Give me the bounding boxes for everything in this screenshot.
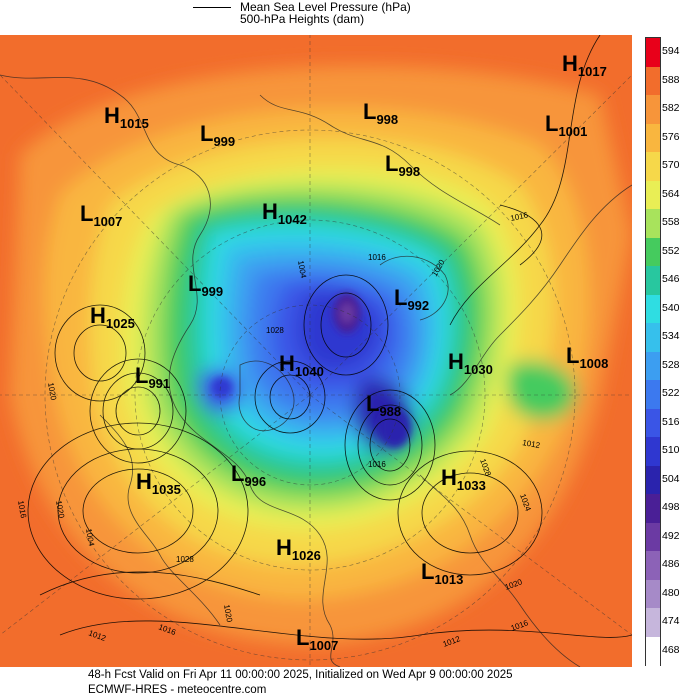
colorbar-cell xyxy=(646,180,660,210)
colorbar-label: 546 xyxy=(662,273,680,286)
colorbar-cell xyxy=(646,636,660,666)
pressure-center: L998 xyxy=(385,151,420,179)
colorbar-label: 480 xyxy=(662,586,680,599)
colorbar-label: 516 xyxy=(662,415,680,428)
pressure-center: L1008 xyxy=(566,343,608,371)
colorbar-cell xyxy=(646,95,660,124)
colorbar-cell xyxy=(646,209,660,238)
colorbar-cell xyxy=(646,579,660,609)
isobar-label: 1016 xyxy=(368,460,386,469)
weather-map: 1016 1016 1004 1020 1028 1020 1020 1028 … xyxy=(0,35,632,667)
legend-mslp-label: Mean Sea Level Pressure (hPa) xyxy=(240,0,411,14)
pressure-center: L1007 xyxy=(80,201,122,229)
pressure-center: H1025 xyxy=(90,303,135,331)
isobar-label: 1016 xyxy=(16,500,28,520)
colorbar-cell xyxy=(646,323,660,352)
colorbar-cell xyxy=(646,551,660,580)
colorbar-label: 558 xyxy=(662,216,680,229)
colorbar-cell xyxy=(646,351,660,381)
colorbar-label: 498 xyxy=(662,501,680,514)
pressure-center: H1042 xyxy=(262,199,307,227)
colorbar-cell xyxy=(646,437,660,466)
pressure-center: L998 xyxy=(363,99,398,127)
isobar-label: 1004 xyxy=(84,528,96,548)
isobars xyxy=(27,35,632,640)
colorbar-cell xyxy=(646,494,660,523)
isobar-label: 1016 xyxy=(368,253,386,262)
colorbar-cell xyxy=(646,522,660,552)
colorbar-label: 486 xyxy=(662,558,680,571)
pressure-center: L996 xyxy=(231,461,266,489)
pressure-centers: H1017 H1015 L999 L998 L1001 L998 L1007 H… xyxy=(80,51,608,653)
pressure-center: H1030 xyxy=(448,349,493,377)
colorbar-label: 534 xyxy=(662,330,680,343)
colorbar-cell xyxy=(646,408,660,438)
isobar-label: 1020 xyxy=(46,382,58,402)
colorbar-label: 576 xyxy=(662,130,680,143)
isobar-label: 1020 xyxy=(222,604,234,624)
pressure-center: H1017 xyxy=(562,51,607,79)
colorbar-label: 504 xyxy=(662,472,680,485)
colorbar-label: 594 xyxy=(662,45,680,58)
colorbar-label: 528 xyxy=(662,358,680,371)
colorbar-label: 522 xyxy=(662,387,680,400)
colorbar-label: 552 xyxy=(662,244,680,257)
pressure-center: L999 xyxy=(188,271,223,299)
colorbar-cell xyxy=(646,294,660,324)
legend-heights-label: 500-hPa Heights (dam) xyxy=(240,12,365,26)
colorbar-label: 564 xyxy=(662,187,680,200)
colorbar-cell xyxy=(646,38,660,67)
isobar-label: 1012 xyxy=(522,438,542,450)
colorbar-cell xyxy=(646,266,660,295)
isobar-label: 1028 xyxy=(266,326,284,335)
graticule xyxy=(0,35,632,667)
source-credit: ECMWF-HRES - meteocentre.com xyxy=(88,684,267,696)
pressure-center: L1013 xyxy=(421,559,463,587)
pressure-center: H1035 xyxy=(136,469,181,497)
forecast-valid-line: 48-h Fcst Valid on Fri Apr 11 00:00:00 2… xyxy=(88,669,513,681)
colorbar-cell xyxy=(646,123,660,153)
colorbar-cell xyxy=(646,237,660,267)
isobar-label: 1020 xyxy=(54,500,66,520)
mslp-line-swatch xyxy=(193,7,231,8)
pressure-center: L999 xyxy=(200,121,235,149)
colorbar-label: 474 xyxy=(662,615,680,628)
map-header: Mean Sea Level Pressure (hPa) 500-hPa He… xyxy=(0,0,681,34)
colorbar-label: 468 xyxy=(662,643,680,656)
colorbar-cell xyxy=(646,152,660,181)
pressure-center: L988 xyxy=(366,391,401,419)
pressure-center: L992 xyxy=(394,285,429,313)
map-canvas: 1016 1016 1004 1020 1028 1020 1020 1028 … xyxy=(0,35,632,667)
colorbar-label: 588 xyxy=(662,73,680,86)
colorbar-cell xyxy=(646,66,660,96)
colorbar-label: 540 xyxy=(662,301,680,314)
colorbar-label: 582 xyxy=(662,102,680,115)
pressure-center: L1007 xyxy=(296,625,338,653)
coastlines xyxy=(0,74,632,667)
colorbar-cell xyxy=(646,465,660,495)
isobar-label: 1004 xyxy=(296,260,308,280)
height-colorbar xyxy=(645,37,661,666)
isobar-label: 1028 xyxy=(176,555,194,564)
colorbar-cell xyxy=(646,608,660,637)
pressure-center: L1001 xyxy=(545,111,587,139)
pressure-center: L991 xyxy=(135,363,170,391)
pressure-center: H1026 xyxy=(276,535,321,563)
colorbar-label: 510 xyxy=(662,444,680,457)
pressure-center: H1015 xyxy=(104,103,149,131)
colorbar-label: 570 xyxy=(662,159,680,172)
colorbar-cell xyxy=(646,380,660,409)
pressure-center: H1033 xyxy=(441,465,486,493)
colorbar-label: 492 xyxy=(662,529,680,542)
pressure-center: H1040 xyxy=(279,351,324,379)
isobar-label: 1016 xyxy=(510,210,530,223)
